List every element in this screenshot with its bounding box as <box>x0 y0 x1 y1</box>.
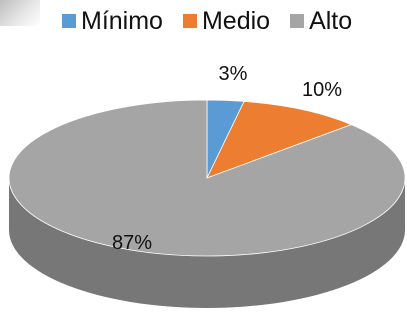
legend-label-medio: Medio <box>201 7 271 35</box>
pie-slice-medio <box>206 100 353 179</box>
legend-swatch-minimo <box>62 14 76 28</box>
data-label-medio: 10% <box>302 79 342 101</box>
corner-shadow-decoration <box>0 0 40 26</box>
legend-item-medio: Medio <box>182 6 271 36</box>
legend-label-minimo: Mínimo <box>81 7 163 35</box>
chart-legend: Mínimo Medio Alto <box>62 6 352 36</box>
pie-slice-alto <box>8 99 406 257</box>
legend-swatch-medio <box>182 14 197 28</box>
legend-swatch-alto <box>290 14 305 28</box>
legend-label-alto: Alto <box>309 7 353 35</box>
legend-item-minimo: Mínimo <box>62 6 163 36</box>
pie-side-alto <box>9 178 405 308</box>
legend-item-alto: Alto <box>290 6 352 36</box>
data-label-minimo: 3% <box>219 63 248 85</box>
data-label-alto: 87% <box>112 232 152 254</box>
